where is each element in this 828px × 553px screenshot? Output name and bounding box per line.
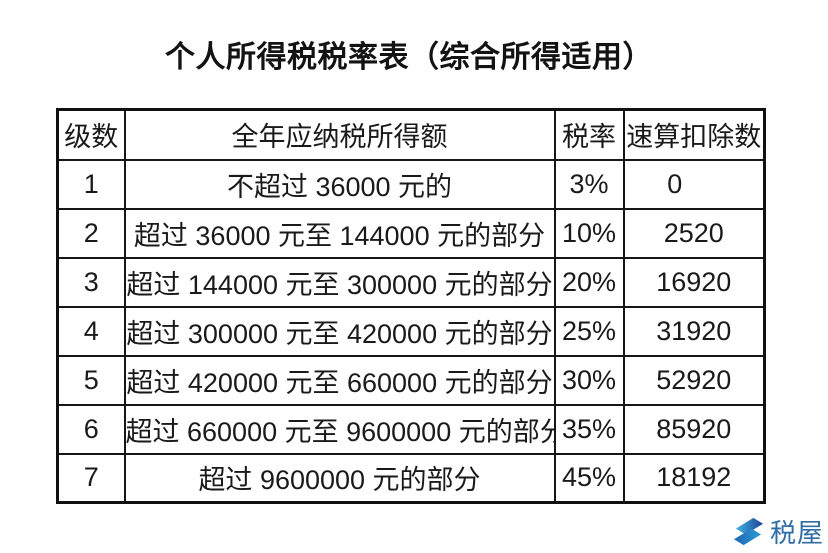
table-row: 4 超过 300000 元至 420000 元的部分 25% 31920: [56, 305, 766, 357]
logo-text: 税屋: [769, 518, 824, 548]
page-title: 个人所得税税率表（综合所得适用）: [165, 41, 653, 74]
table-row: 7 超过 9600000 元的部分 45% 18192: [56, 452, 766, 504]
table-row: 3 超过 144000 元至 300000 元的部分 20% 16920: [56, 256, 766, 308]
table-header-row: 级数 全年应纳税所得额 税率 速算扣除数: [56, 108, 766, 161]
deduction-cell: 16920: [622, 256, 766, 308]
level-cell: 6: [56, 403, 126, 455]
rate-cell: 10%: [553, 207, 625, 259]
rate-cell: 45%: [553, 452, 625, 504]
level-cell: 4: [56, 305, 126, 357]
income-cell: 超过 300000 元至 420000 元的部分: [123, 305, 556, 357]
level-cell: 3: [56, 256, 126, 308]
level-cell: 1: [56, 158, 126, 210]
rate-cell: 30%: [553, 354, 625, 406]
table-row: 5 超过 420000 元至 660000 元的部分 30% 52920: [56, 354, 766, 406]
deduction-cell: 31920: [622, 305, 766, 357]
income-cell: 不超过 36000 元的: [123, 158, 556, 210]
income-cell: 超过 660000 元至 9600000 元的部分: [123, 403, 556, 455]
deduction-cell: 0: [622, 158, 766, 210]
level-cell: 2: [56, 207, 126, 259]
level-cell: 5: [56, 354, 126, 406]
rate-cell: 25%: [553, 305, 625, 357]
deduction-cell: 52920: [622, 354, 766, 406]
header-level: 级数: [56, 108, 126, 161]
header-deduction: 速算扣除数: [622, 108, 766, 161]
income-cell: 超过 36000 元至 144000 元的部分: [123, 207, 556, 259]
header-income: 全年应纳税所得额: [123, 108, 556, 161]
rate-cell: 35%: [553, 403, 625, 455]
income-cell: 超过 9600000 元的部分: [123, 452, 556, 504]
income-cell: 超过 144000 元至 300000 元的部分: [123, 256, 556, 308]
level-cell: 7: [56, 452, 126, 504]
shuiwu-logo: 税屋: [732, 513, 824, 550]
table-row: 2 超过 36000 元至 144000 元的部分 10% 2520: [56, 207, 766, 259]
deduction-cell: 85920: [622, 403, 766, 455]
deduction-cell: 2520: [622, 207, 766, 259]
rate-cell: 3%: [553, 158, 625, 210]
table-row: 1 不超过 36000 元的 3% 0: [56, 158, 766, 210]
income-cell: 超过 420000 元至 660000 元的部分: [123, 354, 556, 406]
s-logo-icon: [733, 517, 764, 546]
rate-cell: 20%: [553, 256, 625, 308]
table-row: 6 超过 660000 元至 9600000 元的部分 35% 85920: [56, 403, 766, 455]
deduction-cell: 18192: [622, 452, 766, 504]
tax-rate-table: 级数 全年应纳税所得额 税率 速算扣除数 1 不超过 36000 元的 3% 0…: [56, 108, 766, 504]
header-rate: 税率: [553, 108, 625, 161]
